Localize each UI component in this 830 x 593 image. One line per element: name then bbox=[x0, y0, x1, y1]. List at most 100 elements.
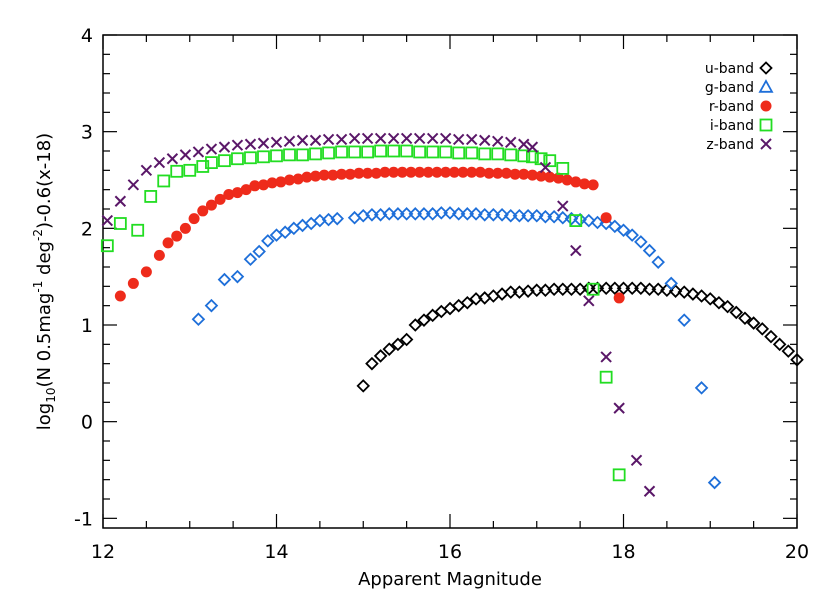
data-point bbox=[162, 237, 174, 249]
data-point bbox=[590, 281, 605, 296]
data-point bbox=[166, 153, 179, 165]
data-point bbox=[677, 285, 691, 299]
series-u-band bbox=[356, 281, 804, 393]
data-point bbox=[399, 207, 414, 221]
data-point bbox=[547, 209, 561, 224]
data-point bbox=[564, 211, 579, 226]
data-point bbox=[443, 206, 457, 220]
data-point bbox=[677, 313, 691, 327]
y-axis-label-part2: deg bbox=[34, 241, 55, 281]
data-point bbox=[344, 168, 356, 180]
data-point bbox=[257, 150, 270, 164]
data-point bbox=[422, 166, 434, 178]
y-axis-label: log10(N 0.5mag-1 deg-2)-0.6(x-18) bbox=[31, 133, 58, 430]
data-point bbox=[348, 145, 361, 159]
data-point bbox=[270, 136, 283, 149]
data-point bbox=[240, 184, 252, 196]
data-point bbox=[356, 379, 371, 393]
data-point bbox=[526, 169, 538, 181]
data-point bbox=[257, 137, 270, 149]
data-point bbox=[388, 166, 400, 178]
y-tick-label: -1 bbox=[74, 508, 93, 530]
data-point bbox=[405, 166, 417, 178]
data-point bbox=[387, 144, 401, 158]
data-point bbox=[414, 166, 426, 178]
data-point bbox=[503, 208, 518, 223]
y-axis-label-part1: (N 0.5mag bbox=[34, 293, 55, 388]
data-point bbox=[365, 208, 379, 222]
data-point bbox=[448, 166, 460, 178]
data-point bbox=[600, 351, 612, 363]
legend-label: i-band bbox=[710, 118, 754, 134]
data-point bbox=[113, 217, 127, 230]
x-tick-label: 18 bbox=[611, 541, 635, 563]
data-point bbox=[361, 145, 374, 159]
data-point bbox=[322, 133, 335, 146]
data-point bbox=[477, 208, 492, 222]
data-point bbox=[204, 298, 219, 313]
data-point bbox=[586, 282, 600, 296]
data-point bbox=[478, 147, 492, 161]
data-point bbox=[431, 166, 443, 178]
data-point bbox=[509, 168, 521, 180]
data-point bbox=[188, 213, 200, 225]
data-point bbox=[283, 135, 296, 148]
data-point bbox=[772, 337, 787, 352]
data-point bbox=[196, 160, 210, 173]
data-point bbox=[486, 208, 501, 222]
data-point bbox=[171, 230, 183, 242]
data-point bbox=[214, 193, 226, 205]
data-point bbox=[616, 223, 631, 238]
data-point bbox=[144, 190, 158, 203]
data-point bbox=[408, 207, 423, 221]
data-point bbox=[561, 174, 573, 186]
data-point bbox=[583, 295, 595, 307]
data-point bbox=[590, 215, 605, 230]
data-point bbox=[292, 173, 304, 185]
data-point bbox=[582, 281, 596, 296]
data-point bbox=[283, 148, 296, 162]
y-tick-label: 0 bbox=[81, 412, 93, 434]
data-point bbox=[361, 132, 374, 145]
data-point bbox=[101, 214, 114, 227]
data-point bbox=[322, 146, 335, 160]
data-point bbox=[231, 139, 244, 151]
data-point bbox=[114, 195, 127, 207]
y-axis-label-part3: )-0.6(x-18) bbox=[34, 133, 55, 229]
data-point bbox=[252, 244, 266, 259]
data-point bbox=[336, 168, 348, 180]
data-point bbox=[543, 154, 557, 168]
data-point bbox=[179, 222, 191, 234]
data-point bbox=[296, 148, 309, 162]
data-point bbox=[570, 176, 582, 188]
data-point bbox=[439, 145, 453, 159]
data-point bbox=[573, 212, 587, 227]
data-point bbox=[535, 170, 547, 182]
data-point bbox=[570, 244, 582, 257]
legend-label: r-band bbox=[709, 99, 754, 115]
series-g-band bbox=[191, 206, 722, 490]
data-point bbox=[613, 402, 625, 414]
data-point bbox=[309, 147, 322, 161]
legend-marker bbox=[758, 79, 774, 93]
data-point bbox=[547, 282, 561, 297]
data-point bbox=[278, 225, 292, 239]
data-point bbox=[625, 281, 639, 296]
data-point bbox=[529, 283, 544, 297]
data-point bbox=[131, 223, 145, 237]
legend-label: g-band bbox=[705, 80, 754, 96]
legend: u-band g-band r-band i-band z-band bbox=[705, 61, 774, 153]
data-point bbox=[707, 475, 722, 490]
axis-ticks bbox=[102, 34, 798, 528]
data-point bbox=[720, 299, 735, 314]
data-point bbox=[373, 349, 388, 363]
data-point bbox=[413, 132, 426, 145]
data-point bbox=[387, 132, 400, 145]
data-point bbox=[257, 179, 269, 191]
data-point bbox=[114, 290, 126, 302]
data-point bbox=[191, 312, 206, 326]
data-point bbox=[426, 132, 439, 145]
data-point bbox=[557, 200, 569, 212]
data-point bbox=[616, 281, 631, 296]
data-point bbox=[365, 356, 379, 371]
